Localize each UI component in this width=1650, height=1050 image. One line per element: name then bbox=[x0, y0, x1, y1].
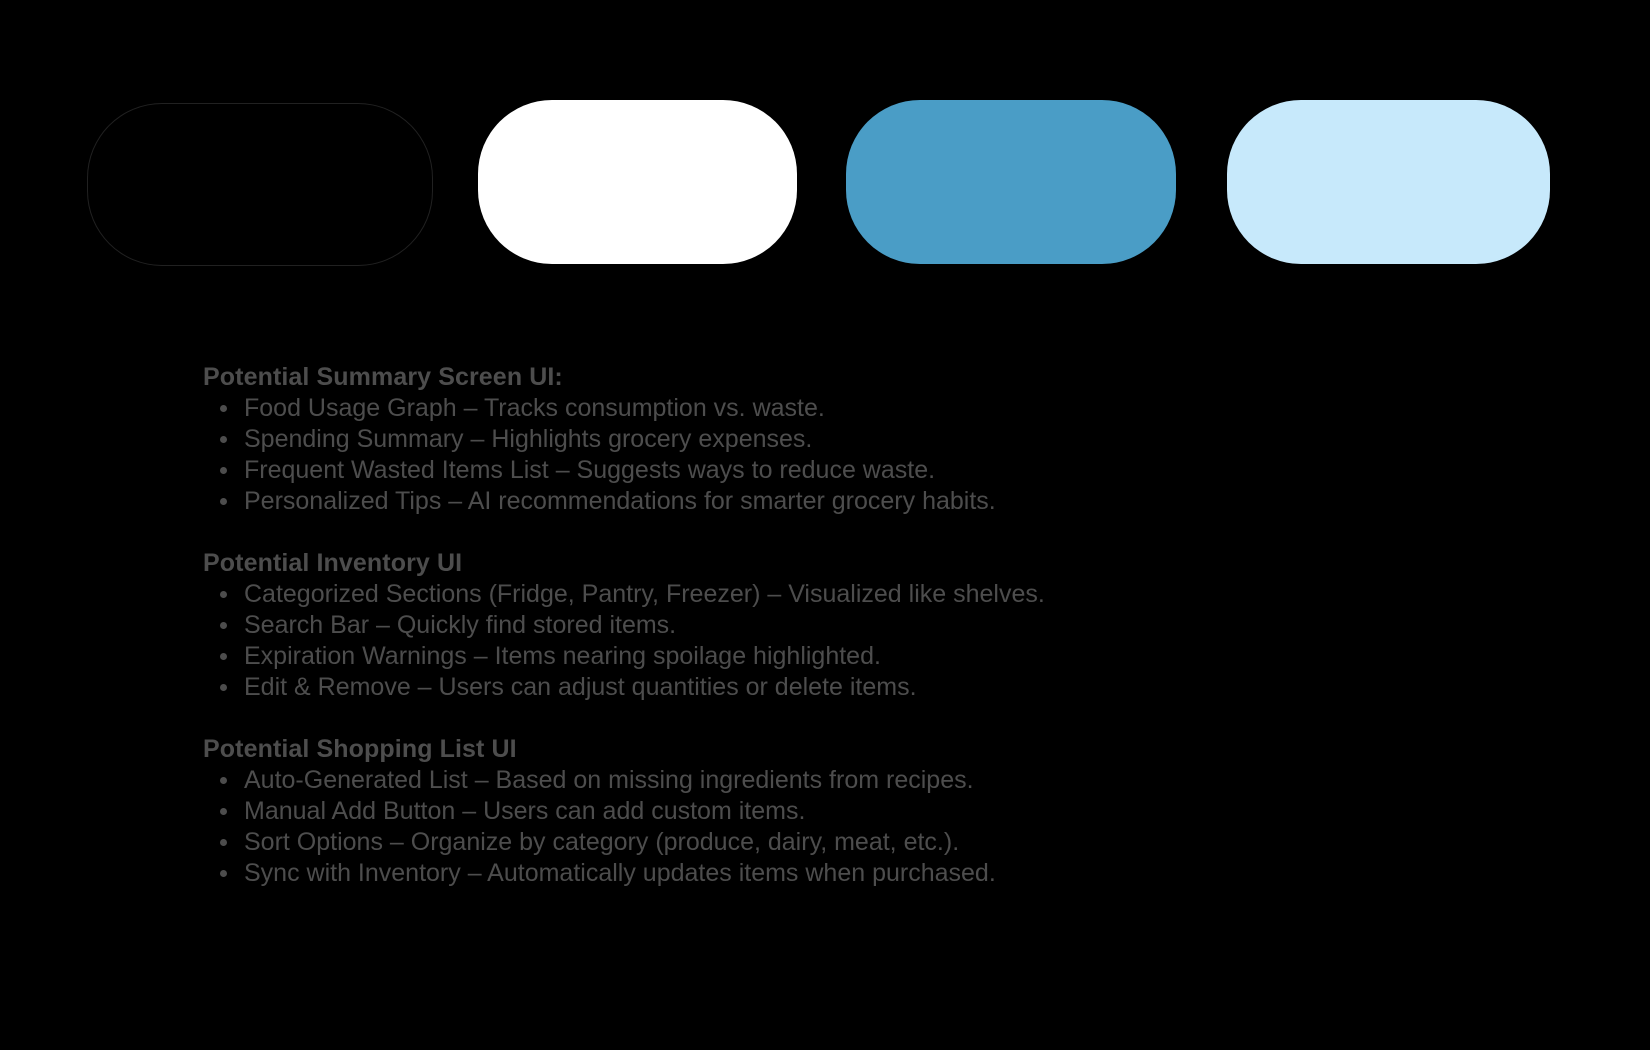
note-item: Spending Summary – Highlights grocery ex… bbox=[203, 424, 1453, 455]
note-item-text: Spending Summary – Highlights grocery ex… bbox=[244, 425, 813, 453]
bullet-icon bbox=[220, 684, 227, 691]
color-palette bbox=[0, 0, 1650, 300]
bullet-icon bbox=[220, 808, 227, 815]
note-item: Sort Options – Organize by category (pro… bbox=[203, 827, 1453, 858]
swatch-white bbox=[478, 100, 797, 264]
note-item: Search Bar – Quickly find stored items. bbox=[203, 610, 1453, 641]
bullet-icon bbox=[220, 498, 227, 505]
ui-notes: Potential Summary Screen UI: Food Usage … bbox=[203, 362, 1453, 889]
note-item-text: Expiration Warnings – Items nearing spoi… bbox=[244, 642, 881, 670]
note-item: Auto-Generated List – Based on missing i… bbox=[203, 765, 1453, 796]
note-item-text: Sync with Inventory – Automatically upda… bbox=[244, 859, 996, 887]
note-item-text: Frequent Wasted Items List – Suggests wa… bbox=[244, 456, 936, 484]
swatch-light-blue bbox=[1227, 100, 1550, 264]
swatch-medium-blue bbox=[846, 100, 1176, 264]
note-list: Categorized Sections (Fridge, Pantry, Fr… bbox=[203, 579, 1453, 703]
note-item-text: Manual Add Button – Users can add custom… bbox=[244, 797, 806, 825]
swatch-black bbox=[88, 104, 432, 265]
section-heading: Potential Shopping List UI bbox=[203, 735, 517, 763]
note-item: Personalized Tips – AI recommendations f… bbox=[203, 486, 1453, 517]
bullet-icon bbox=[220, 839, 227, 846]
section-summary-screen: Potential Summary Screen UI: Food Usage … bbox=[203, 362, 1453, 517]
note-item-text: Categorized Sections (Fridge, Pantry, Fr… bbox=[244, 580, 1045, 608]
bullet-icon bbox=[220, 870, 227, 877]
section-heading: Potential Summary Screen UI: bbox=[203, 363, 563, 391]
note-item: Expiration Warnings – Items nearing spoi… bbox=[203, 641, 1453, 672]
bullet-icon bbox=[220, 405, 227, 412]
note-item: Manual Add Button – Users can add custom… bbox=[203, 796, 1453, 827]
bullet-icon bbox=[220, 622, 227, 629]
note-item-text: Food Usage Graph – Tracks consumption vs… bbox=[244, 394, 825, 422]
section-heading: Potential Inventory UI bbox=[203, 549, 463, 577]
note-item-text: Sort Options – Organize by category (pro… bbox=[244, 828, 960, 856]
bullet-icon bbox=[220, 467, 227, 474]
section-inventory: Potential Inventory UI Categorized Secti… bbox=[203, 548, 1453, 703]
note-item: Food Usage Graph – Tracks consumption vs… bbox=[203, 393, 1453, 424]
bullet-icon bbox=[220, 777, 227, 784]
section-shopping-list: Potential Shopping List UI Auto-Generate… bbox=[203, 734, 1453, 889]
note-list: Auto-Generated List – Based on missing i… bbox=[203, 765, 1453, 889]
bullet-icon bbox=[220, 436, 227, 443]
note-item-text: Search Bar – Quickly find stored items. bbox=[244, 611, 677, 639]
bullet-icon bbox=[220, 653, 227, 660]
note-item: Edit & Remove – Users can adjust quantit… bbox=[203, 672, 1453, 703]
note-item: Sync with Inventory – Automatically upda… bbox=[203, 858, 1453, 889]
note-item: Categorized Sections (Fridge, Pantry, Fr… bbox=[203, 579, 1453, 610]
note-list: Food Usage Graph – Tracks consumption vs… bbox=[203, 393, 1453, 517]
bullet-icon bbox=[220, 591, 227, 598]
note-item-text: Personalized Tips – AI recommendations f… bbox=[244, 487, 996, 515]
note-item-text: Auto-Generated List – Based on missing i… bbox=[244, 766, 974, 794]
note-item: Frequent Wasted Items List – Suggests wa… bbox=[203, 455, 1453, 486]
note-item-text: Edit & Remove – Users can adjust quantit… bbox=[244, 673, 917, 701]
